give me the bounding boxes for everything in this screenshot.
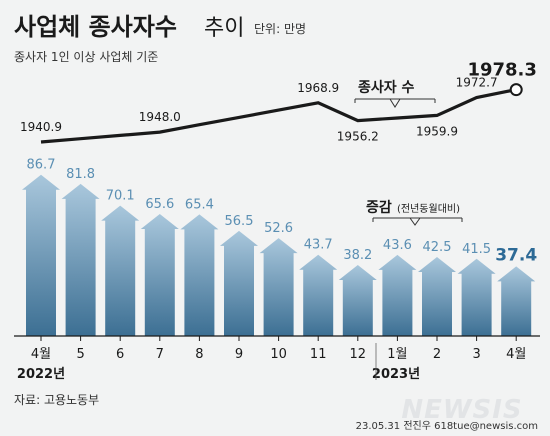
line-end-point: [509, 83, 523, 97]
line-value-label: 1972.7: [456, 75, 498, 89]
line-value-label: 1978.3: [467, 60, 536, 81]
bar-arrow: [22, 174, 60, 336]
chart-subtitle: 종사자 1인 이상 사업체 기준: [14, 50, 158, 64]
bar-arrow: [259, 238, 298, 336]
bar-arrow: [180, 214, 219, 336]
line-chart: 1940.9 1948.0 1968.9 1956.2 1959.9 1972.71978…: [20, 60, 537, 144]
bar-legend-label: 증감: [366, 199, 392, 216]
line-value-label: 1959.9: [416, 124, 458, 138]
line-series-path: [40, 88, 517, 144]
line-legend-label: 종사자 수: [358, 80, 415, 96]
bar-value-label: 43.6: [383, 238, 412, 253]
credit-label: 23.05.31 전진우 618tue@newsis.com: [356, 420, 538, 432]
x-axis-tick-label: 1월: [387, 347, 407, 362]
x-axis-tick-label: 5: [76, 347, 84, 362]
x-axis-tick-label: 7: [156, 347, 164, 362]
bar-chart: 86.7 81.8 70.1 65.6 65.4 56.5 52.6 43.7 38.2 43.6…: [14, 158, 540, 382]
bar-value-label: 70.1: [106, 189, 135, 204]
newsis-watermark: NEWSIS: [401, 395, 522, 425]
line-value-label: 1956.2: [337, 130, 379, 144]
line-value-label: 1968.9: [297, 81, 339, 95]
line-value-label: 1940.9: [20, 120, 62, 134]
bar-arrow: [378, 254, 417, 336]
bar-arrow: [140, 213, 179, 336]
bar-value-label: 43.7: [304, 238, 333, 253]
unit-label: 단위: 만명: [254, 22, 306, 36]
bar-arrow: [220, 230, 258, 336]
line-value-label: 1948.0: [139, 110, 181, 124]
x-axis-tick-label: 6: [116, 347, 124, 362]
source-label: 자료: 고용노동부: [14, 393, 99, 407]
line-legend-callout: [354, 98, 436, 108]
bar-arrow: [457, 258, 496, 336]
year-label-2023: 2023년: [372, 367, 420, 382]
year-label-2022: 2022년: [17, 367, 65, 382]
x-axis-tick-label: 11: [310, 347, 327, 362]
bar-arrow: [497, 266, 536, 336]
bar-value-label: 65.4: [185, 197, 214, 212]
x-axis-tick-label: 9: [235, 347, 243, 362]
bar-value-label: 42.5: [423, 240, 452, 255]
x-axis-tick-label: 3: [472, 347, 480, 362]
bar-value-label: 65.6: [145, 197, 174, 212]
bar-legend-sublabel: (전년동월대비): [397, 203, 460, 215]
bar-arrow: [338, 264, 377, 336]
bar-value-label: 81.8: [66, 167, 95, 182]
bar-value-label: 86.7: [27, 158, 56, 173]
x-axis-tick-label: 10: [270, 347, 287, 362]
bar-legend-callout: [372, 217, 463, 226]
x-axis-tick-label: 4월: [31, 347, 51, 362]
x-axis-tick-label: 8: [195, 347, 203, 362]
bar-value-label: 56.5: [225, 214, 254, 229]
bar-value-label: 41.5: [462, 242, 491, 257]
bar-value-label: 37.4: [495, 245, 537, 265]
x-axis-tick-label: 4월: [506, 347, 526, 362]
chart-title: 사업체 종사자수: [14, 13, 177, 41]
bar-arrow: [299, 254, 338, 336]
bar-arrow: [61, 183, 100, 336]
x-axis-tick-label: 2: [433, 347, 441, 362]
chart-title-suffix: 추이: [204, 16, 244, 41]
x-axis-tick-label: 12: [350, 347, 367, 362]
bar-arrow: [418, 256, 456, 336]
bar-value-label: 38.2: [343, 248, 372, 263]
bar-value-label: 52.6: [264, 221, 293, 236]
bar-arrow: [101, 205, 140, 336]
